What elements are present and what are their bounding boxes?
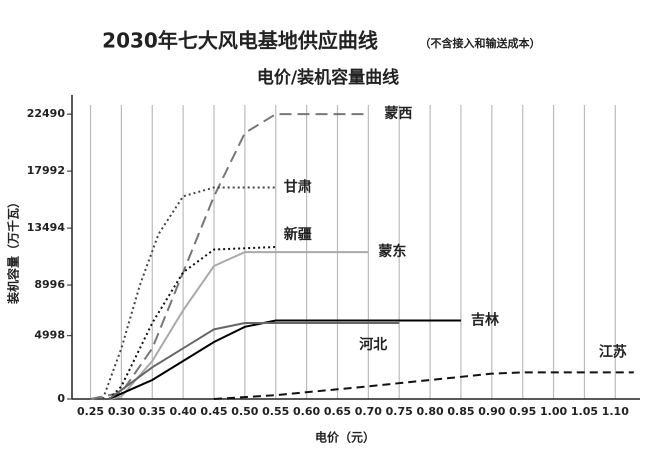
series-label: 吉林 xyxy=(471,311,499,328)
y-tick-label: 8996 xyxy=(34,278,65,291)
chart-title: 2030年七大风电基地供应曲线 xyxy=(102,29,378,53)
x-axis-label: 电价（元） xyxy=(315,430,375,445)
x-tick-label: 0.40 xyxy=(170,405,197,418)
x-tick-label: 1.00 xyxy=(540,405,567,418)
x-tick-label: 0.35 xyxy=(139,405,166,418)
series-line xyxy=(108,322,400,400)
series-line xyxy=(108,251,369,400)
y-tick-label: 22490 xyxy=(27,107,66,120)
x-tick-label: 0.75 xyxy=(386,405,413,418)
series-line xyxy=(108,319,461,400)
x-tick-label: 0.65 xyxy=(324,405,351,418)
chart-subtitle: （不含接入和输送成本） xyxy=(420,36,541,50)
x-tick-label: 0.45 xyxy=(200,405,227,418)
series-line xyxy=(90,113,369,400)
x-tick-label: 0.55 xyxy=(262,405,289,418)
x-tick-label: 0.70 xyxy=(355,405,382,418)
x-tick-label: 0.60 xyxy=(293,405,320,418)
chart-subtitle-2: 电价/装机容量曲线 xyxy=(257,67,399,88)
series-label: 蒙东 xyxy=(378,243,406,260)
x-tick-label: 0.50 xyxy=(231,405,258,418)
x-tick-label: 0.95 xyxy=(509,405,536,418)
y-axis-label: 装机容量（万千瓦） xyxy=(6,196,21,305)
x-tick-label: 1.10 xyxy=(602,405,629,418)
series-label: 甘肃 xyxy=(284,178,312,195)
x-tick-label: 0.90 xyxy=(478,405,505,418)
series-label: 河北 xyxy=(359,336,387,353)
series-line xyxy=(101,186,276,400)
series-label: 蒙西 xyxy=(384,105,412,122)
y-tick-label: 13494 xyxy=(27,221,66,234)
x-tick-label: 0.25 xyxy=(77,405,104,418)
x-tick-label: 0.80 xyxy=(417,405,444,418)
x-tick-label: 0.85 xyxy=(447,405,474,418)
x-tick-label: 0.30 xyxy=(108,405,135,418)
y-tick-label: 0 xyxy=(57,392,65,405)
y-tick-label: 4998 xyxy=(34,329,65,342)
series-line xyxy=(213,371,634,400)
y-tick-label: 17992 xyxy=(27,164,65,177)
x-tick-label: 1.05 xyxy=(571,405,598,418)
series-line xyxy=(108,246,276,400)
series-label: 新疆 xyxy=(284,226,312,243)
series-label: 江苏 xyxy=(599,343,627,360)
